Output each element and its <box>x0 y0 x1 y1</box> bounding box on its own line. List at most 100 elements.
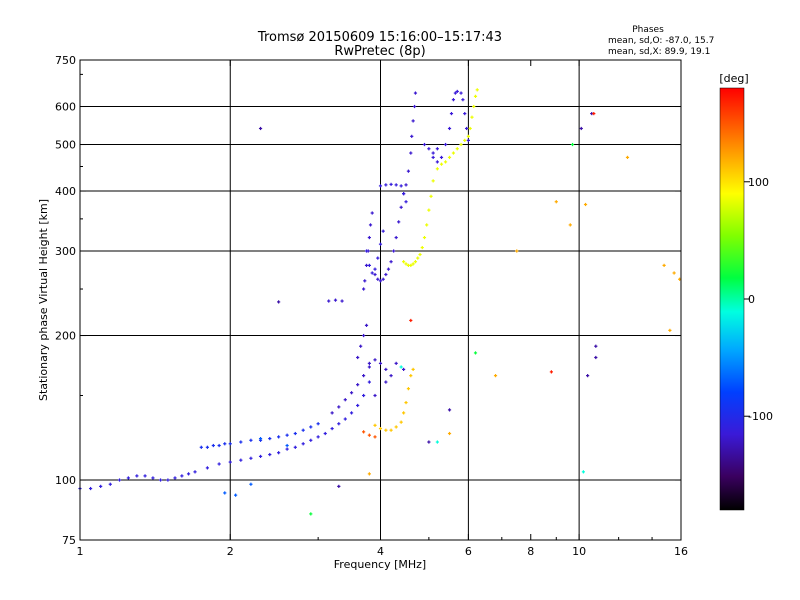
data-point <box>493 374 498 378</box>
data-point <box>384 367 388 372</box>
data-point <box>378 426 383 431</box>
data-point <box>199 445 203 449</box>
data-point <box>376 277 380 281</box>
colorbar-tick-label: 100 <box>748 176 769 189</box>
data-point <box>402 192 406 196</box>
data-point <box>447 155 452 160</box>
data-point <box>406 387 411 391</box>
data-point <box>402 260 406 264</box>
data-point <box>337 405 341 409</box>
data-point <box>568 223 572 227</box>
data-point <box>285 447 289 451</box>
data-point <box>435 440 439 444</box>
data-point <box>258 454 263 459</box>
data-point <box>362 430 366 434</box>
data-point <box>117 478 122 482</box>
data-point <box>581 470 586 474</box>
plot-frame <box>79 59 682 541</box>
y-tick-label: 200 <box>55 330 76 343</box>
data-point <box>376 256 380 260</box>
data-point <box>228 460 232 464</box>
data-point <box>435 167 439 171</box>
chart-subtitle: RwPretec (8p) <box>334 44 425 59</box>
data-point <box>583 202 588 207</box>
data-point <box>570 142 575 147</box>
data-point <box>277 435 281 439</box>
data-point <box>413 91 418 95</box>
data-point <box>662 263 666 267</box>
data-point <box>668 328 672 332</box>
data-point <box>464 126 469 131</box>
data-point <box>323 431 327 436</box>
data-point <box>435 160 439 164</box>
data-point <box>459 142 463 147</box>
data-point <box>418 252 422 257</box>
data-point <box>378 279 383 283</box>
data-point <box>406 169 411 173</box>
data-point <box>373 267 377 271</box>
axis-ticks: 1 2 4 6 8 10 16 75 100 200 300 400 500 600 750 <box>55 54 688 558</box>
data-point <box>384 428 388 432</box>
data-point <box>381 229 385 233</box>
data-point <box>327 299 331 303</box>
data-point <box>223 442 227 446</box>
x-tick-label: 4 <box>377 545 384 558</box>
data-point <box>466 138 470 142</box>
data-point <box>473 94 478 98</box>
data-point <box>349 411 354 415</box>
data-point <box>108 482 112 486</box>
data-point <box>367 433 371 437</box>
data-point <box>579 126 583 131</box>
data-point <box>258 126 263 131</box>
data-point <box>362 287 366 291</box>
grid-lines <box>80 60 681 540</box>
data-point <box>453 91 457 95</box>
y-tick-label: 75 <box>62 534 76 547</box>
data-point <box>399 420 403 424</box>
data-point <box>439 155 444 160</box>
data-point <box>384 380 388 384</box>
data-point <box>409 151 413 155</box>
data-point <box>337 484 341 488</box>
data-point <box>364 263 369 267</box>
data-points <box>78 88 682 516</box>
data-point <box>399 205 403 209</box>
chart-title: Tromsø 20150609 15:16:00–15:17:43 <box>257 30 502 45</box>
data-point <box>472 104 476 109</box>
stats-line-o: mean, sd,O: -87.0, 15.7 <box>608 36 714 46</box>
data-point <box>404 262 408 266</box>
data-point <box>466 134 470 138</box>
data-point <box>367 235 371 240</box>
data-point <box>186 472 191 476</box>
data-point <box>316 422 320 426</box>
y-tick-label: 300 <box>55 245 76 258</box>
data-point <box>205 445 210 449</box>
data-point <box>88 486 93 491</box>
data-point <box>301 442 305 446</box>
data-point <box>427 440 431 444</box>
data-point <box>249 456 253 460</box>
data-point <box>293 431 297 436</box>
data-point <box>413 260 418 264</box>
data-point <box>205 466 210 470</box>
y-tick-label: 100 <box>55 474 76 487</box>
data-point <box>409 263 413 267</box>
data-point <box>672 271 676 275</box>
x-axis-label: Frequency [MHz] <box>334 558 426 571</box>
data-point <box>389 182 393 186</box>
data-point <box>397 220 401 224</box>
data-point <box>384 272 388 277</box>
data-point <box>422 235 427 240</box>
data-point <box>473 351 478 355</box>
data-point <box>384 183 388 187</box>
data-point <box>362 374 366 378</box>
data-point <box>364 323 369 327</box>
data-point <box>435 147 439 151</box>
data-point <box>364 249 369 253</box>
data-point <box>449 111 454 116</box>
data-point <box>402 411 406 415</box>
y-axis-label: Stationary phase Virtual Height [km] <box>37 199 50 401</box>
data-point <box>554 200 558 204</box>
data-point <box>463 138 467 142</box>
